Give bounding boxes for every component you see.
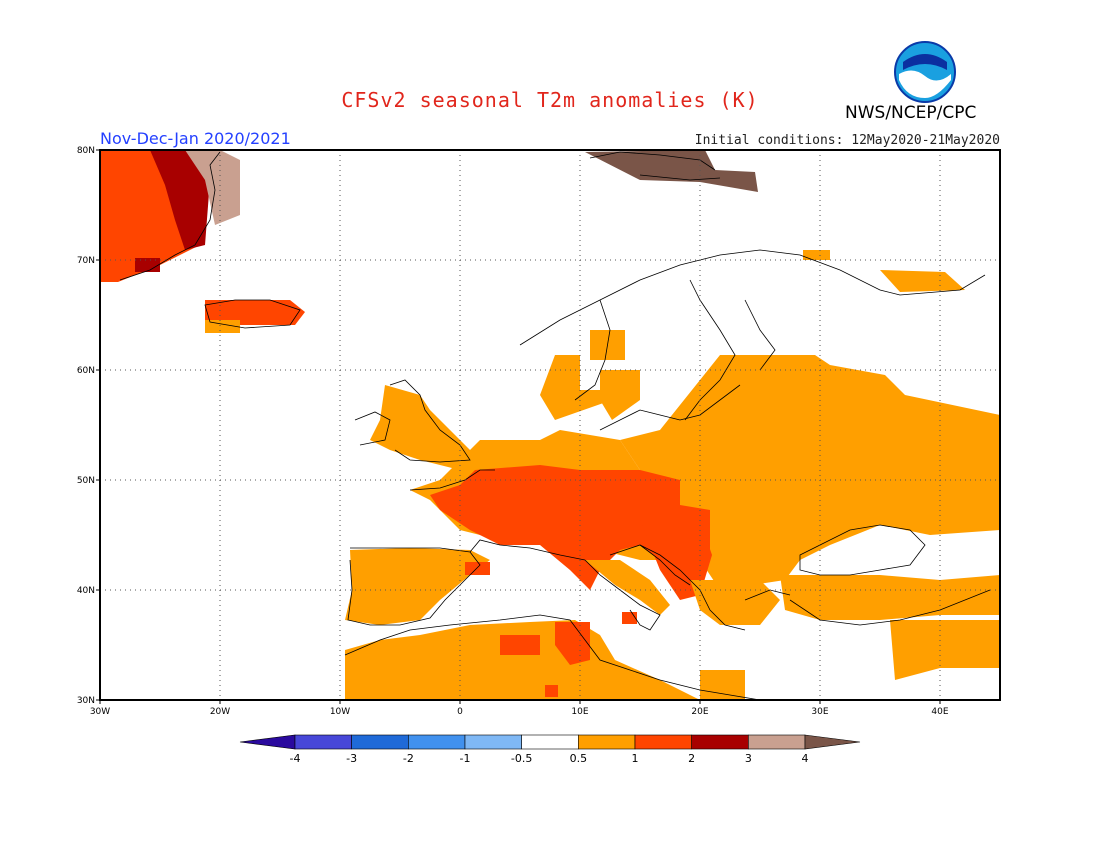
baltic-coast bbox=[599, 384, 741, 431]
svalbard-anomaly bbox=[585, 150, 758, 192]
italy-coast bbox=[584, 544, 691, 631]
iceland-anomaly bbox=[205, 300, 305, 325]
initial-conditions-label: Initial conditions: 12May2020-21May2020 bbox=[694, 133, 1000, 148]
algeria-red-anomaly bbox=[500, 635, 540, 655]
lon-tick-label: 10E bbox=[571, 707, 588, 717]
east-europe-anomaly bbox=[620, 355, 1000, 590]
british-isles-coast bbox=[354, 379, 471, 463]
black-sea-coast bbox=[799, 524, 926, 576]
colorbar: -4 -3 -2 -1 -0.5 0.5 1 2 3 4 bbox=[239, 734, 861, 765]
greenland-coast bbox=[119, 151, 221, 281]
colorbar-label: 4 bbox=[802, 752, 809, 765]
lon-tick-label: 20E bbox=[691, 707, 708, 717]
svalbard-coast bbox=[589, 151, 721, 181]
lon-tick-label: 0 bbox=[457, 707, 463, 717]
greenland-strong-anomaly bbox=[150, 150, 210, 250]
scandinavia-south-anomaly bbox=[540, 355, 612, 420]
north-africa-coast bbox=[344, 614, 761, 700]
tunisia-red-anomaly bbox=[555, 622, 590, 665]
lon-tick-label: 10W bbox=[330, 707, 350, 717]
egypt-anomaly bbox=[700, 670, 745, 700]
colorbar-swatch bbox=[294, 734, 352, 750]
north-cape-anomaly bbox=[803, 250, 830, 260]
chart-title: CFSv2 seasonal T2m anomalies (K) bbox=[341, 88, 759, 112]
lon-tick-label: 30W bbox=[90, 707, 110, 717]
libya-red-anomaly bbox=[545, 685, 558, 697]
sicily-red-anomaly bbox=[622, 612, 637, 624]
colorbar-label: -4 bbox=[290, 752, 301, 765]
colorbar-low-triangle bbox=[239, 734, 296, 750]
lat-tick-label: 80N bbox=[77, 146, 95, 156]
colorbar-swatch bbox=[748, 734, 806, 750]
colorbar-swatch bbox=[634, 734, 692, 750]
colorbar-label: 0.5 bbox=[570, 752, 588, 765]
colorbar-high-triangle bbox=[804, 734, 861, 750]
colorbar-swatch bbox=[408, 734, 466, 750]
noaa-logo bbox=[894, 41, 956, 103]
season-label: Nov-Dec-Jan 2020/2021 bbox=[100, 129, 291, 148]
lon-tick-label: 20W bbox=[210, 707, 230, 717]
iceland-coast bbox=[204, 299, 301, 329]
turkey-anomaly bbox=[780, 575, 1000, 620]
lon-tick-label: 30E bbox=[811, 707, 828, 717]
italy-anomaly bbox=[585, 560, 670, 615]
levant-anomaly bbox=[890, 620, 1000, 680]
colorbar-swatch bbox=[521, 734, 579, 750]
lat-tick-label: 40N bbox=[77, 586, 95, 596]
iceland-orange-anomaly bbox=[205, 320, 240, 333]
iberia-coast bbox=[347, 547, 481, 626]
colorbar-label: -0.5 bbox=[511, 752, 532, 765]
lat-tick-label: 50N bbox=[77, 476, 95, 486]
coastlines bbox=[119, 151, 991, 700]
colorbar-swatch bbox=[691, 734, 749, 750]
kola-anomaly bbox=[880, 270, 965, 292]
lat-tick-label: 60N bbox=[77, 366, 95, 376]
sweden-patch-anomaly bbox=[600, 370, 640, 420]
colorbar-label: -1 bbox=[460, 752, 471, 765]
lat-tick-label: 30N bbox=[77, 696, 95, 706]
greenland-dark-anomaly bbox=[135, 258, 160, 272]
agency-label: NWS/NCEP/CPC bbox=[845, 103, 977, 123]
lon-tick-label: 40E bbox=[931, 707, 948, 717]
axis-ticks: 30W 20W 10W 0 10E 20E 30E 40E 30N 40N 50N 60N 70N 80N bbox=[77, 146, 949, 717]
colorbar-swatch bbox=[351, 734, 409, 750]
lat-tick-label: 70N bbox=[77, 256, 95, 266]
colorbar-label: -3 bbox=[346, 752, 357, 765]
colorbar-swatch bbox=[464, 734, 522, 750]
anomaly-field bbox=[100, 150, 1000, 700]
gridlines bbox=[100, 150, 1000, 700]
map-frame bbox=[99, 149, 1001, 701]
turkey-coast bbox=[789, 589, 991, 626]
colorbar-label: 2 bbox=[688, 752, 695, 765]
greenland-brown-anomaly bbox=[185, 150, 240, 225]
greece-anomaly bbox=[690, 580, 780, 625]
iberia-anomaly bbox=[345, 548, 490, 625]
iberia-red-patch-anomaly bbox=[465, 562, 490, 575]
north-africa-anomaly bbox=[345, 620, 700, 700]
colorbar-label: 1 bbox=[632, 752, 639, 765]
colorbar-swatch bbox=[578, 734, 636, 750]
british-isles-anomaly bbox=[370, 385, 480, 470]
colorbar-label: 3 bbox=[745, 752, 752, 765]
scandinavia-coast bbox=[519, 249, 986, 421]
colorbar-label: -2 bbox=[403, 752, 414, 765]
central-europe-strong-anomaly bbox=[430, 465, 710, 590]
